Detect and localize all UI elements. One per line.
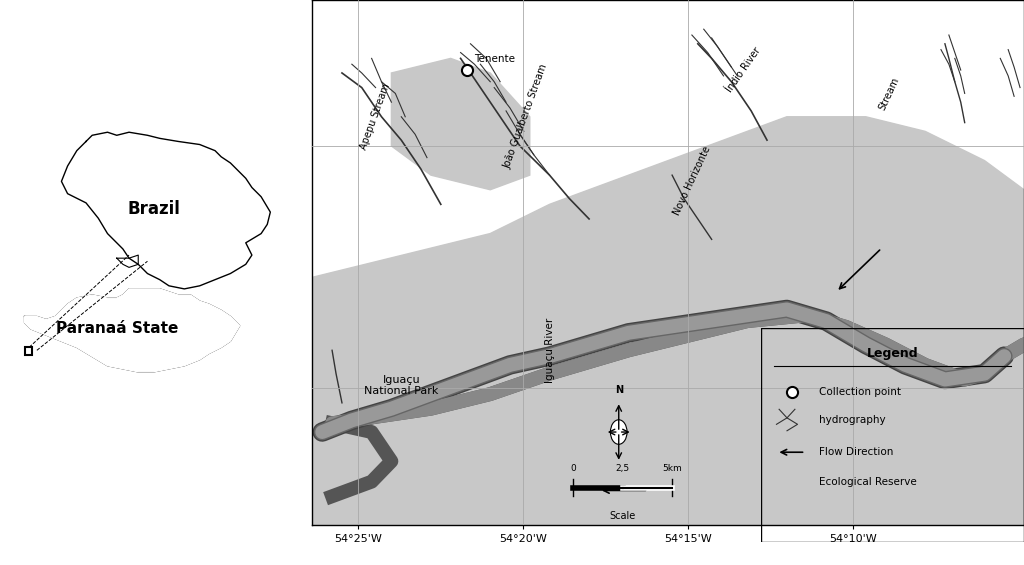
Text: Brazil: Brazil (127, 200, 180, 218)
Text: Scale: Scale (609, 511, 636, 521)
Polygon shape (312, 117, 1024, 525)
Text: Iguaçu River: Iguaçu River (545, 318, 555, 383)
Polygon shape (61, 132, 270, 289)
Text: João Gualberto Stream: João Gualberto Stream (502, 63, 550, 171)
Text: Índio River: Índio River (724, 46, 763, 94)
Text: N: N (614, 385, 623, 396)
Text: Ecological Reserve: Ecological Reserve (818, 477, 916, 487)
Text: Tenente: Tenente (474, 54, 515, 64)
Text: Paranaá State: Paranaá State (55, 321, 178, 336)
Polygon shape (25, 289, 240, 372)
Polygon shape (391, 58, 529, 190)
Text: Novo Horizonte: Novo Horizonte (672, 145, 713, 217)
Text: Collection point: Collection point (818, 387, 901, 397)
Text: 2,5: 2,5 (615, 464, 630, 473)
Text: Iguaçu
National Park: Iguaçu National Park (365, 375, 438, 396)
Circle shape (610, 420, 627, 444)
Bar (25, 347, 33, 355)
Text: Legend: Legend (866, 347, 919, 360)
Text: Stream: Stream (878, 75, 901, 111)
Text: Apepu Stream: Apepu Stream (359, 82, 392, 151)
Text: Flow Direction: Flow Direction (818, 447, 893, 457)
Text: 5km: 5km (663, 464, 682, 473)
Bar (776, 473, 808, 491)
Text: 0: 0 (570, 464, 577, 473)
Text: hydrography: hydrography (818, 415, 885, 425)
